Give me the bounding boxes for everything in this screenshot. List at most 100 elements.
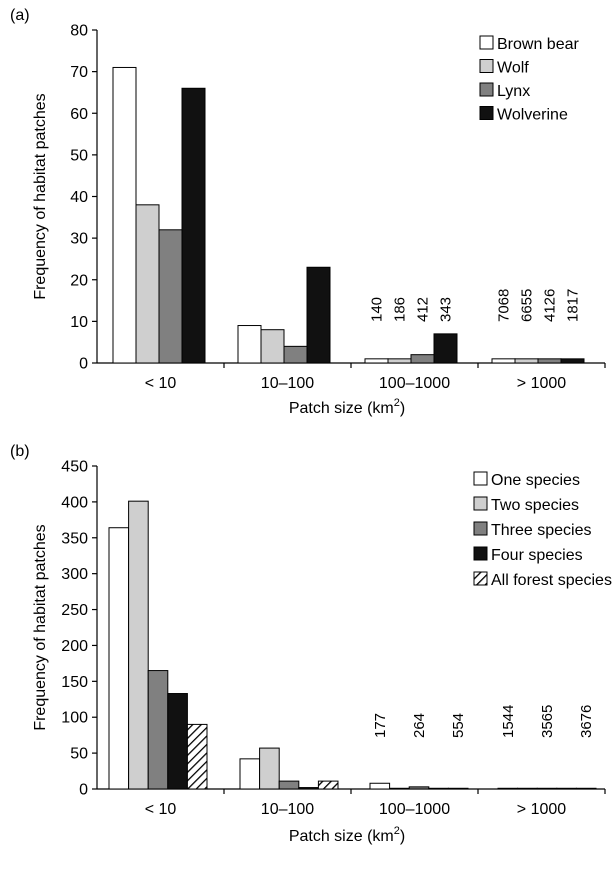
x-tick-label: 10–100 (261, 375, 314, 392)
y-tick-label: 10 (70, 314, 88, 331)
bar (108, 527, 130, 790)
bar (128, 500, 149, 790)
y-tick-label: 60 (70, 106, 88, 123)
legend-swatch (479, 35, 494, 50)
data-label: 3676 (578, 705, 595, 738)
x-tick-label: 100–1000 (379, 801, 450, 818)
legend-label: Four species (491, 547, 583, 564)
bar (536, 787, 558, 790)
bar (433, 333, 458, 364)
legend-swatch (479, 106, 494, 120)
bar (306, 266, 331, 364)
bar (298, 787, 319, 790)
y-tick-label: 350 (61, 530, 88, 547)
data-label: 343 (438, 297, 455, 322)
bar (560, 358, 585, 364)
data-label: 4126 (542, 289, 559, 322)
bar (147, 670, 169, 790)
data-label: 6655 (519, 289, 536, 322)
chart-panel-a: (a) 0 10 20 30 40 50 60 70 80 < 10 10–100 100–1000 > … (10, 7, 606, 417)
bar (364, 358, 389, 364)
bar (259, 747, 280, 790)
y-tick-label: 200 (61, 638, 88, 655)
data-label: 554 (450, 713, 467, 738)
x-tick-label: > 1000 (517, 375, 566, 392)
y-tick-label: 0 (79, 356, 88, 373)
y-tick-label: 20 (70, 272, 88, 289)
bar (317, 780, 339, 790)
bar (491, 358, 516, 364)
y-tick-label: 450 (61, 459, 88, 476)
bar (514, 358, 539, 364)
bar (135, 204, 160, 364)
bar (283, 345, 308, 364)
data-label: 7068 (496, 289, 513, 322)
x-tick-label: < 10 (145, 801, 177, 818)
y-tick-label: 300 (61, 566, 88, 583)
panel-label: (b) (10, 443, 30, 460)
legend-label: Wolverine (497, 107, 568, 124)
data-label: 1544 (500, 705, 517, 738)
bar (410, 354, 435, 364)
legend-swatch (473, 521, 488, 536)
y-tick-label: 70 (70, 64, 88, 81)
bar (237, 325, 262, 364)
bar (181, 87, 206, 364)
legend-label: All forest species (491, 572, 612, 589)
data-label: 186 (392, 297, 409, 322)
bar (112, 66, 137, 364)
bar (575, 787, 597, 790)
y-tick-label: 30 (70, 231, 88, 248)
legend-swatch (473, 546, 488, 561)
x-tick-label: 100–1000 (379, 375, 450, 392)
y-tick-label: 80 (70, 23, 88, 40)
data-label: 3565 (539, 705, 556, 738)
bar (556, 787, 577, 790)
x-tick-label: 10–100 (261, 801, 314, 818)
data-label: 140 (369, 297, 386, 322)
bar (167, 693, 188, 790)
y-tick-label: 100 (61, 710, 88, 727)
bar (158, 229, 183, 364)
legend-swatch (479, 59, 494, 73)
bar (517, 787, 538, 790)
y-tick-label: 150 (61, 674, 88, 691)
bar (260, 329, 285, 364)
bar (497, 787, 519, 790)
legend-label: Three species (491, 522, 592, 539)
bar (278, 780, 300, 790)
legend-swatch (473, 496, 488, 511)
y-tick-label: 0 (79, 782, 88, 799)
y-tick-label: 40 (70, 189, 88, 206)
bar (537, 358, 562, 364)
bar (387, 358, 412, 364)
legend-swatch (473, 471, 488, 486)
x-axis-label: Patch size (km2) (289, 825, 405, 845)
bar (369, 782, 391, 790)
data-label: 412 (415, 297, 432, 322)
legend-label: Brown bear (497, 36, 579, 53)
legend-label: One species (491, 472, 580, 489)
data-label: 177 (372, 713, 389, 738)
bar (389, 787, 410, 790)
y-tick-label: 50 (70, 147, 88, 164)
data-label: 264 (411, 713, 428, 738)
legend-label: Two species (491, 497, 579, 514)
bar (239, 758, 261, 790)
x-tick-label: > 1000 (517, 801, 566, 818)
y-tick-label: 50 (70, 746, 88, 763)
legend-label: Lynx (497, 83, 530, 100)
bar (428, 787, 449, 790)
data-label: 1817 (565, 289, 582, 322)
x-tick-label: < 10 (145, 375, 177, 392)
legend-swatch (473, 571, 488, 586)
bar (186, 723, 208, 790)
y-axis-label: Frequency of habitat patches (32, 93, 49, 299)
bar (447, 787, 469, 790)
y-tick-label: 250 (61, 602, 88, 619)
panel-label: (a) (10, 7, 30, 24)
legend-label: Wolf (497, 60, 529, 77)
y-axis-label: Frequency of habitat patches (32, 524, 49, 730)
chart-panel-b: (b) 0 50 100 150 200 250 300 350 400 450 < 10 10–100… (10, 443, 612, 845)
